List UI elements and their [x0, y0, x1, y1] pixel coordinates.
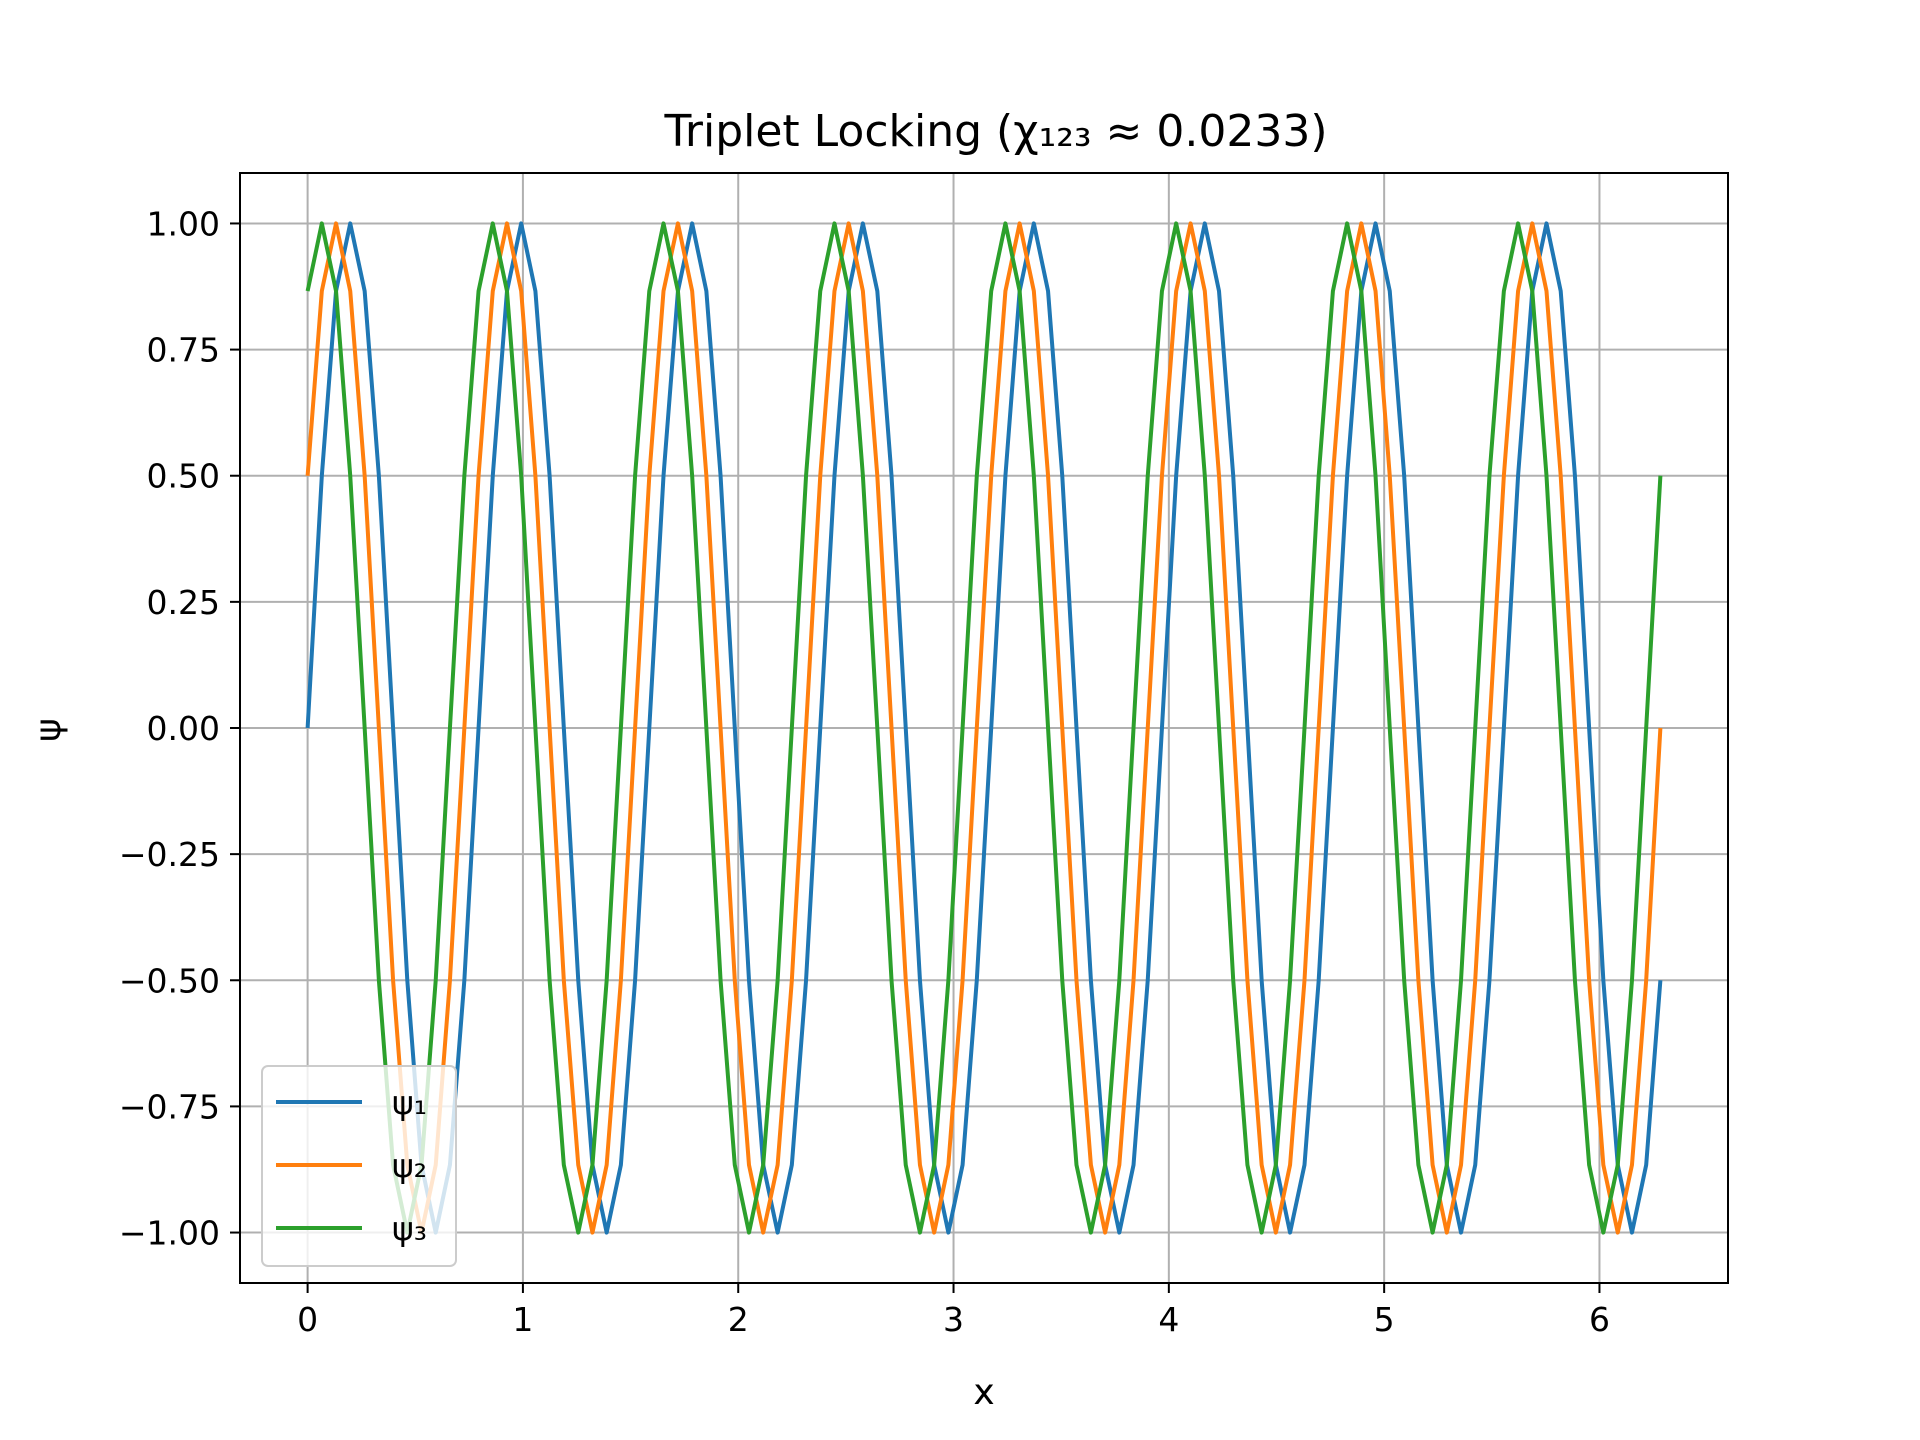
- legend-label: ψ₁: [392, 1083, 427, 1122]
- series-layer: [305, 221, 1663, 1235]
- y-tick-label: 0.25: [147, 583, 220, 622]
- x-tick-label: 3: [943, 1300, 964, 1339]
- x-axis-label: x: [973, 1372, 994, 1413]
- legend: ψ₁ ψ₂ ψ₃: [261, 1065, 457, 1267]
- legend-label: ψ₂: [392, 1146, 427, 1185]
- series-line-psi1: [305, 221, 1663, 1235]
- x-axis: 0 1 2 3 4 5 6: [297, 1283, 1610, 1339]
- y-tick-label: −0.50: [119, 961, 220, 1000]
- x-tick-label: 6: [1589, 1300, 1610, 1339]
- y-tick-label: −0.75: [119, 1087, 220, 1126]
- series-line-psi3: [305, 221, 1663, 1235]
- chart-title: Triplet Locking (χ₁₂₃ ≈ 0.0233): [663, 106, 1327, 157]
- y-tick-label: −1.00: [119, 1214, 220, 1253]
- y-tick-label: 0.00: [147, 709, 220, 748]
- x-tick-label: 0: [297, 1300, 318, 1339]
- x-tick-label: 1: [512, 1300, 533, 1339]
- y-tick-label: 1.00: [147, 204, 220, 243]
- x-tick-label: 2: [728, 1300, 749, 1339]
- x-tick-label: 5: [1374, 1300, 1395, 1339]
- x-tick-label: 4: [1158, 1300, 1179, 1339]
- y-tick-label: −0.25: [119, 835, 220, 874]
- y-tick-label: 0.50: [147, 457, 220, 496]
- y-axis: 1.00 0.75 0.50 0.25 0.00 −0.25 −0.50 −0.75 −1.00: [119, 204, 240, 1253]
- series-line-psi2: [305, 221, 1663, 1235]
- y-axis-label: ψ: [28, 718, 69, 742]
- legend-label: ψ₃: [392, 1209, 427, 1248]
- y-tick-label: 0.75: [147, 331, 220, 370]
